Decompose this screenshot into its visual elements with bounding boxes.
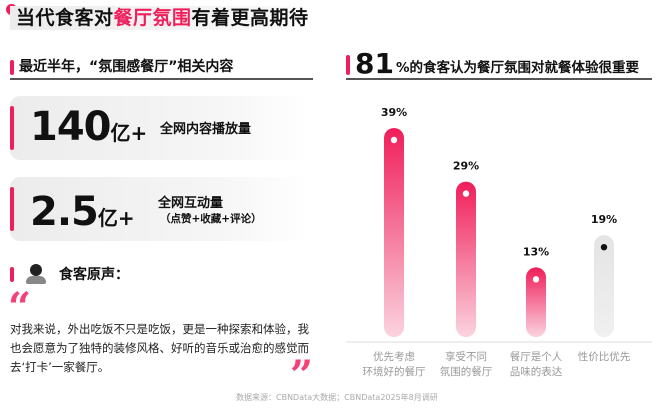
accent-bar: [10, 187, 14, 231]
stat-number: 2.5: [30, 189, 99, 235]
stat-card-interactions: 2.5亿+ 全网互动量 （点赞+收藏+评论）: [10, 177, 310, 241]
category-label: 餐厅是个人: [510, 350, 563, 363]
subtitle-text: 最近半年，“氛围感餐厅”相关内容: [19, 59, 234, 75]
person-icon: [25, 264, 47, 284]
bar: [526, 267, 546, 337]
title-highlight: 餐厅氛围: [113, 7, 192, 29]
bar-dot: [462, 190, 470, 197]
headline-number: 81: [355, 47, 394, 80]
bar-dot: [532, 276, 540, 283]
category-label: 享受不同: [445, 350, 487, 363]
accent-bar: [10, 106, 14, 150]
title-part1: 当代食客对: [16, 7, 114, 29]
bar: [384, 128, 404, 337]
bar: [594, 235, 614, 337]
section-subtitle: 最近半年，“氛围感餐厅”相关内容: [10, 56, 233, 76]
page-title: 当代食客对餐厅氛围有着更高期待: [10, 6, 310, 30]
stat-number: 140: [30, 104, 111, 150]
stat-unit: 亿+: [97, 206, 135, 230]
stat-label: 全网内容播放量: [160, 122, 252, 137]
stat-label: 全网互动量: [158, 196, 224, 211]
title-part2: 有着更高期待: [191, 7, 309, 29]
stat-value: 2.5亿+: [30, 189, 135, 235]
bar-dot: [390, 136, 398, 144]
bar-dot: [600, 243, 608, 251]
category-label: 品味的表达: [510, 365, 563, 378]
open-quote-icon: “: [8, 284, 32, 331]
quote-text: 对我来说，外出吃饭不只是吃饭，更是一种探索和体验，我也会愿意为了独特的装修风格、…: [10, 322, 309, 374]
data-label: 19%: [591, 213, 617, 226]
data-label: 29%: [453, 160, 479, 173]
data-label: 13%: [523, 245, 549, 258]
category-label: 性价比优先: [578, 350, 631, 363]
data-source: 数据来源：CBNData大数据；CBNData2025年8月调研: [236, 393, 438, 402]
divider: [346, 78, 652, 80]
voice-heading: 食客原声：: [10, 264, 129, 284]
stat-note: （点赞+收藏+评论）: [160, 213, 262, 225]
category-label: 环境好的餐厅: [363, 365, 426, 378]
category-label: 优先考虑: [373, 350, 415, 363]
accent-bar: [10, 59, 14, 75]
data-label: 39%: [381, 106, 407, 119]
bar: [456, 181, 476, 337]
divider: [10, 78, 313, 80]
accent-bar: [346, 55, 350, 75]
stat-value: 140亿+: [30, 104, 147, 150]
stat-unit: 亿+: [110, 121, 148, 145]
close-quote-icon: ”: [290, 352, 314, 399]
category-label: 氛围的餐厅: [440, 365, 493, 378]
voice-title: 食客原声：: [59, 267, 129, 283]
accent-bar: [10, 266, 14, 282]
stat-card-views: 140亿+ 全网内容播放量: [10, 96, 310, 160]
headline-text: %的食客认为餐厅氛围对就餐体验很重要: [395, 60, 639, 76]
chart-headline: 81 %的食客认为餐厅氛围对就餐体验很重要: [346, 50, 639, 78]
